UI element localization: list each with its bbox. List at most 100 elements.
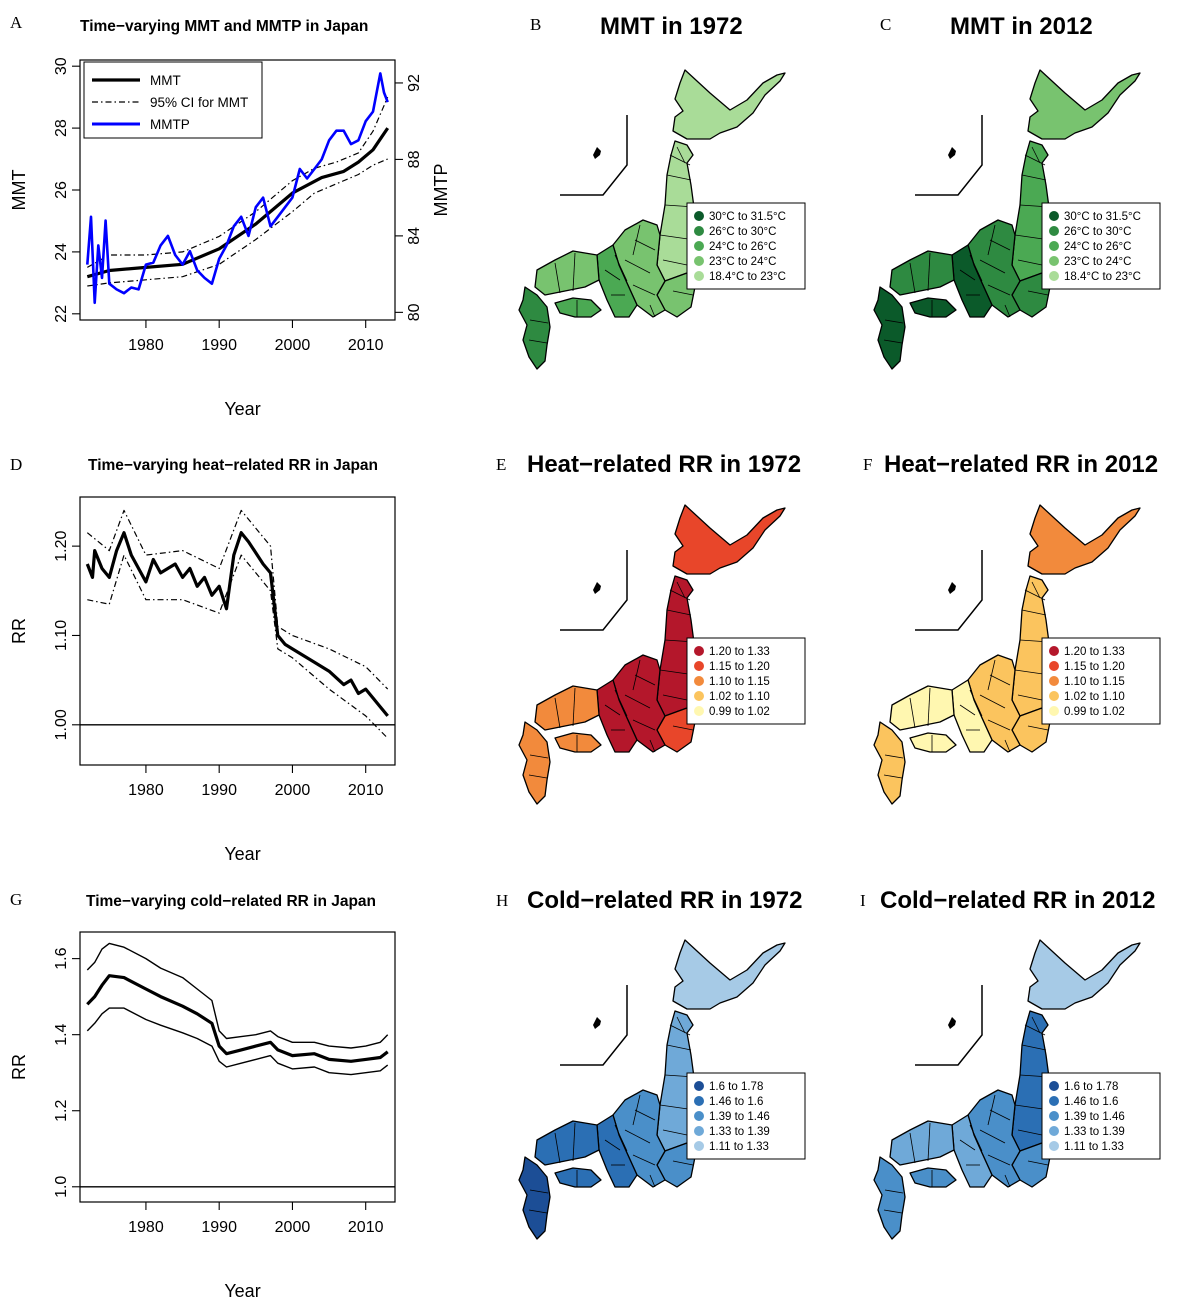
legend-swatch [1049, 706, 1059, 716]
x-tick-label: 1980 [128, 1219, 164, 1236]
y-axis-label: RR [9, 618, 29, 644]
legend-swatch [1049, 661, 1059, 671]
inset-frame [560, 985, 628, 1066]
prefecture-border [669, 154, 691, 166]
prefecture-border [1021, 609, 1047, 616]
legend-swatch [1049, 1096, 1059, 1106]
legend-swatch [1049, 256, 1059, 266]
region-shikoku [909, 732, 957, 753]
prefecture-border [624, 694, 651, 709]
map-legend: 1.20 to 1.33 1.15 to 1.20 1.10 to 1.15 1.02… [1041, 637, 1161, 725]
prefecture-border [614, 689, 628, 717]
prefecture-border [632, 1154, 656, 1166]
prefecture-border [1027, 290, 1049, 296]
legend-swatch [1049, 691, 1059, 701]
prefecture-border [987, 224, 996, 256]
legend-label: 26°C to 30°C [709, 226, 776, 238]
panel-f-map: F Heat−related RR in 2012 1.20 to 1.33 1.15… [863, 451, 1161, 805]
prefecture-border [909, 262, 916, 294]
legend-label: 1.15 to 1.20 [709, 661, 770, 673]
panel-e-map: E Heat−related RR in 1972 1.20 to 1.33 1.15… [496, 451, 806, 805]
y-tick-label: 24 [53, 243, 70, 261]
legend-label: 1.20 to 1.33 [1064, 646, 1125, 658]
legend-label: 1.11 to 1.33 [709, 1141, 769, 1153]
legend-box [1041, 637, 1161, 725]
chart-title: Time−varying heat−related RR in Japan [88, 457, 378, 474]
prefecture-border [987, 659, 996, 691]
series-line [86, 509, 389, 690]
legend-label: 18.4°C to 23°C [709, 271, 786, 283]
prefecture-border [1027, 725, 1049, 731]
region-kinki [596, 1114, 638, 1188]
prefecture-border [554, 1132, 561, 1164]
panel-label: A [10, 13, 23, 32]
prefecture-border [969, 1124, 983, 1152]
prefecture-border [529, 754, 549, 759]
legend-swatch [694, 1096, 704, 1106]
map-title: Cold−related RR in 1972 [527, 887, 802, 914]
region-kyushu [518, 286, 551, 370]
legend-swatch [694, 211, 704, 221]
y2-tick-label: 80 [406, 303, 423, 321]
chart-title: Time−varying MMT and MMTP in Japan [80, 18, 368, 35]
region-chugoku [534, 250, 600, 296]
prefecture-border [1017, 1129, 1043, 1136]
y-tick-label: 30 [53, 57, 70, 75]
prefecture-border [1024, 1024, 1046, 1036]
series-line [86, 942, 389, 1049]
prefecture-border [632, 719, 656, 731]
legend-swatch [694, 241, 704, 251]
panel-label: B [530, 15, 541, 34]
region-shikoku [554, 297, 602, 318]
prefecture-border [554, 697, 561, 729]
prefecture-border [614, 254, 628, 282]
prefecture-border [959, 704, 976, 716]
region-hokkaido [672, 504, 786, 575]
region-shikoku [554, 1167, 602, 1188]
series-line [87, 554, 389, 739]
prefecture-border [604, 704, 621, 716]
prefecture-border [572, 252, 576, 292]
prefecture-border [884, 1189, 904, 1194]
x-tick-label: 2010 [348, 782, 384, 799]
panel-g-chart: G Time−varying cold−related RR in Japan 19… [9, 890, 396, 1298]
prefecture-border [1024, 589, 1046, 601]
panel-label: F [863, 455, 872, 474]
legend-label: 0.99 to 1.02 [1064, 706, 1125, 718]
okinawa-island [948, 1017, 956, 1029]
prefecture-border [884, 754, 904, 759]
legend-swatch [694, 661, 704, 671]
legend-swatch [694, 226, 704, 236]
prefecture-border [884, 319, 904, 324]
chart-title: Time−varying cold−related RR in Japan [86, 893, 376, 910]
legend-swatch [1049, 211, 1059, 221]
x-tick-label: 2000 [275, 782, 311, 799]
panel-label: C [880, 15, 891, 34]
y-tick-label: 1.10 [53, 620, 70, 651]
legend-label: 1.39 to 1.46 [1064, 1111, 1125, 1123]
x-tick-label: 2000 [275, 337, 311, 354]
prefecture-border [632, 224, 641, 256]
legend-label: 1.6 to 1.78 [1064, 1081, 1118, 1093]
okinawa-island [593, 1017, 601, 1029]
legend-swatch [694, 1111, 704, 1121]
okinawa-island [593, 582, 601, 594]
prefecture-border [987, 1094, 996, 1126]
legend-label: 0.99 to 1.02 [709, 706, 770, 718]
prefecture-border [604, 1139, 621, 1151]
prefecture-border [649, 304, 656, 318]
legend-label: 24°C to 26°C [1064, 241, 1131, 253]
prefecture-border [1031, 146, 1041, 164]
region-hokkaido [1027, 504, 1141, 575]
prefecture-border [662, 259, 688, 266]
prefecture-border [634, 239, 656, 251]
region-kyushu [873, 286, 906, 370]
legend-label: 1.20 to 1.33 [709, 646, 770, 658]
legend-box [686, 202, 806, 290]
map-legend: 30°C to 31.5°C 26°C to 30°C 24°C to 26°C 23… [1041, 202, 1161, 290]
x-tick-label: 1990 [201, 782, 237, 799]
inset-frame [915, 550, 983, 631]
prefecture-border [1004, 1174, 1011, 1188]
panel-d-chart: D Time−varying heat−related RR in Japan 19… [9, 455, 396, 864]
